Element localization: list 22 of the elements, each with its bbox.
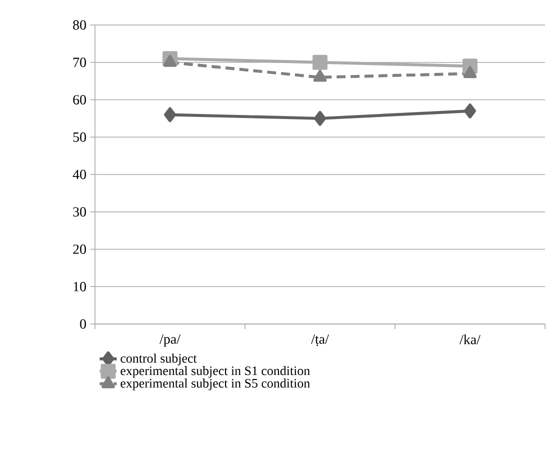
legend-label: experimental subject in S1 condition	[120, 366, 310, 378]
point	[313, 70, 327, 82]
x-tick-label: /ka/	[460, 334, 480, 344]
y-tick-label: 40	[72, 170, 86, 180]
point	[314, 110, 326, 126]
y-tick-label: 50	[73, 132, 86, 142]
legend-label: control subject	[120, 354, 197, 366]
y-tick-label: 10	[74, 282, 86, 292]
y-tick-label: 80	[73, 20, 86, 30]
y-tick-label: 20	[73, 244, 86, 254]
y-tick-label: 70	[73, 58, 86, 68]
legend-label: experimental subject in S5 condition	[120, 378, 310, 390]
y-tick-label: 60	[73, 95, 86, 104]
point	[312, 54, 328, 70]
point	[163, 54, 177, 67]
point	[464, 103, 476, 118]
point	[164, 107, 176, 122]
y-tick-label: 0	[80, 319, 86, 329]
x-tick-label: /ṭa/	[311, 334, 329, 346]
point	[463, 66, 477, 78]
x-tick-label: /pa/	[160, 334, 180, 347]
y-tick-label: 30	[73, 207, 86, 217]
